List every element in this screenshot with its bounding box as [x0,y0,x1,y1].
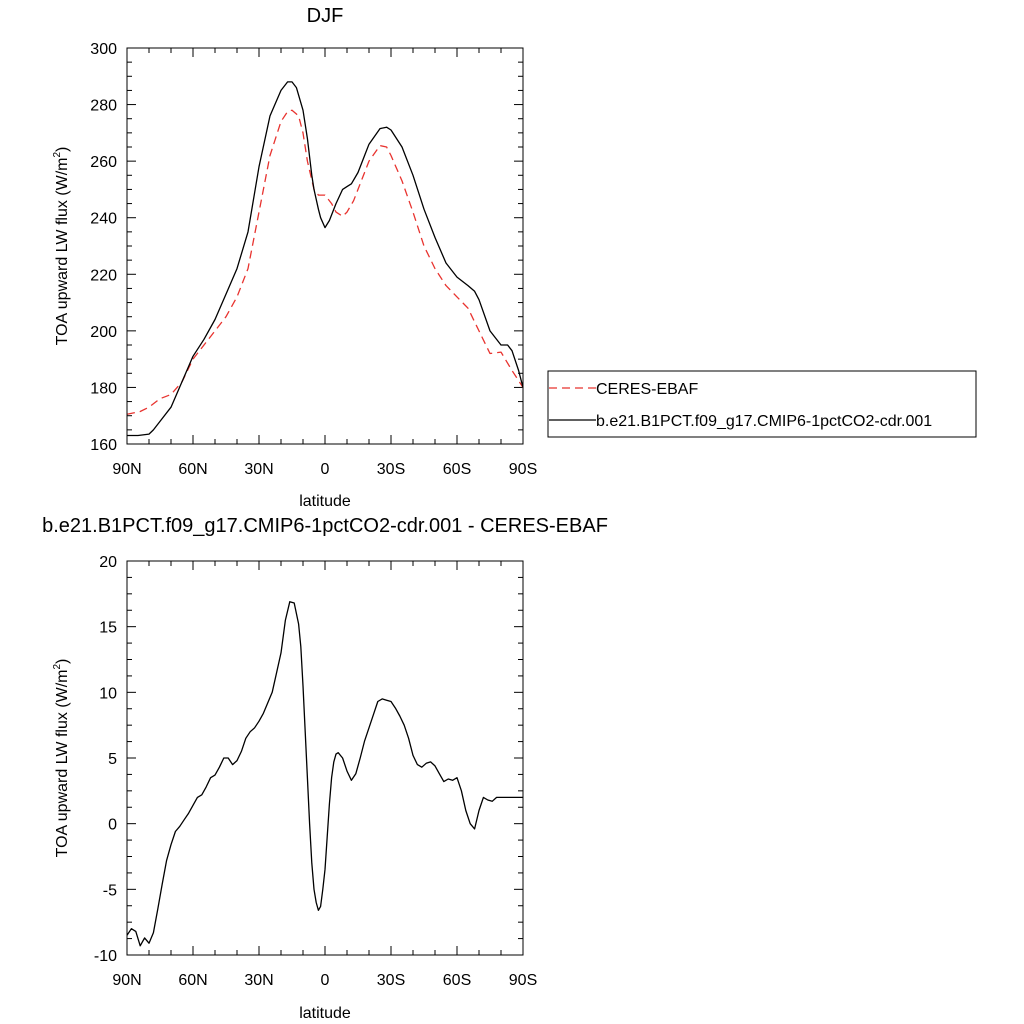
x-tick-label: 90S [509,972,537,989]
x-tick-label: 90N [112,461,141,478]
plot-area [126,81,524,437]
x-tick-label: 60S [443,972,471,989]
y-axis-label: TOA upward LW flux (W/m2) [52,147,71,346]
x-tick-labels: 90N 60N 30N 0 30S 60S 90S [112,461,537,478]
legend-label-ceres-ebaf: CERES-EBAF [596,381,698,398]
legend-label-model: b.e21.B1PCT.f09_g17.CMIP6-1pctCO2-cdr.00… [596,413,932,430]
y-tick-labels: -10 -5 0 5 10 15 20 [94,554,117,965]
x-tick-label: 90S [509,461,537,478]
x-tick-label: 30N [244,461,273,478]
y-tick-label: 200 [90,324,117,341]
y-tick-label: 0 [108,817,117,834]
tick-marks [126,47,524,445]
y-axis-label-sup: 2 [52,152,63,158]
x-tick-label: 0 [321,972,330,989]
y-tick-label: 240 [90,211,117,228]
x-tick-label: 90N [112,972,141,989]
y-tick-label: 220 [90,267,117,284]
x-tick-label: 60N [178,972,207,989]
chart-difference: b.e21.B1PCT.f09_g17.CMIP6-1pctCO2-cdr.00… [42,515,608,1022]
x-tick-label: 60S [443,461,471,478]
y-axis-label-main: TOA upward LW flux (W/m [54,158,71,346]
y-tick-label: 300 [90,41,117,58]
y-axis-label-sup: 2 [52,664,63,670]
y-axis-label-close: ) [54,659,71,664]
legend: CERES-EBAF b.e21.B1PCT.f09_g17.CMIP6-1pc… [547,370,977,438]
legend-box [547,370,977,438]
y-tick-label: 20 [99,554,117,571]
x-tick-label: 30S [377,972,405,989]
y-tick-label: 180 [90,380,117,397]
x-tick-labels: 90N 60N 30N 0 30S 60S 90S [112,972,537,989]
y-tick-label: 280 [90,98,117,115]
plot-frame [126,560,524,956]
chart-title: DJF [307,5,344,27]
chart-title: b.e21.B1PCT.f09_g17.CMIP6-1pctCO2-cdr.00… [42,515,608,537]
y-tick-labels: 160 180 200 220 240 260 280 300 [90,41,117,454]
y-axis-label: TOA upward LW flux (W/m2) [52,659,71,858]
x-axis-label: latitude [299,1005,351,1022]
series-line-difference [126,601,523,947]
y-tick-label: 5 [108,751,117,768]
series-line-ceres-ebaf [126,109,524,415]
tick-marks [126,560,524,956]
x-tick-label: 0 [321,461,330,478]
x-tick-label: 60N [178,461,207,478]
y-axis-label-main: TOA upward LW flux (W/m [54,670,71,858]
y-tick-label: 260 [90,154,117,171]
y-tick-label: 10 [99,685,117,702]
plot-frame [126,47,524,445]
x-tick-label: 30N [244,972,273,989]
plot-area [126,601,523,947]
y-tick-label: -5 [103,882,117,899]
y-tick-label: 15 [99,620,117,637]
series-line-model [127,81,524,437]
y-tick-label: -10 [94,948,117,965]
y-axis-label-close: ) [54,147,71,152]
chart-djf: DJF 90N 60N 30N 0 30S 60S 90S 160 180 200 220 240 2… [52,5,977,510]
x-tick-label: 30S [377,461,405,478]
x-axis-label: latitude [299,493,351,510]
y-tick-label: 160 [90,437,117,454]
